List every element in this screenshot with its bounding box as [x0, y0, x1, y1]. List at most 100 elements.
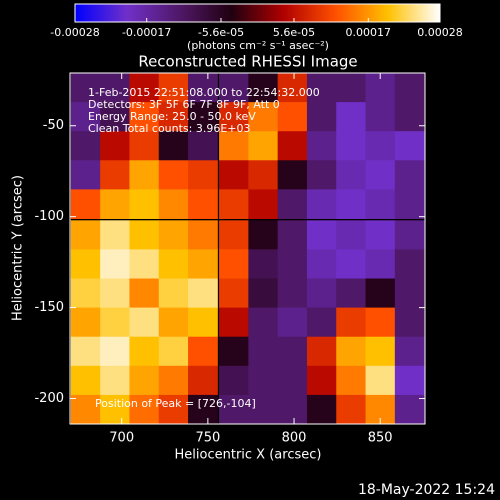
heatmap-cell: [306, 336, 337, 367]
heatmap-cell: [365, 160, 396, 190]
heatmap-cell: [219, 131, 249, 161]
peak-label: Position of Peak = [726,-104]: [95, 397, 256, 410]
colorbar-tick-label: -5.6e-05: [198, 26, 244, 39]
colorbar-label: (photons cm⁻² s⁻¹ asec⁻²): [187, 39, 329, 52]
heatmap-cell: [188, 189, 218, 219]
colorbar: [74, 3, 441, 23]
heatmap-cell: [394, 249, 425, 280]
heatmap-cell: [336, 189, 367, 219]
heatmap-cell: [248, 249, 279, 280]
heatmap-cell: [248, 131, 279, 161]
heatmap-cell: [394, 131, 425, 161]
heatmap-cell: [277, 102, 308, 132]
heatmap-cell: [188, 307, 218, 338]
heatmap-cell: [70, 220, 101, 250]
heatmap-cell: [100, 73, 130, 103]
y-tick-label: -100: [34, 209, 64, 224]
heatmap-cell: [365, 220, 396, 250]
heatmap-cell: [70, 189, 101, 219]
heatmap-cell: [394, 220, 425, 250]
y-axis-label: Heliocentric Y (arcsec): [11, 175, 26, 321]
heatmap-cell: [100, 220, 130, 250]
heatmap-cell: [100, 394, 130, 425]
heatmap-cell: [70, 249, 101, 280]
heatmap-cell: [394, 189, 425, 219]
heatmap-cell: [365, 336, 396, 367]
heatmap-cell: [219, 249, 249, 280]
heatmap-cell: [365, 278, 396, 309]
heatmap-cell: [394, 160, 425, 190]
heatmap-cell: [277, 365, 308, 396]
annotation: Detectors: 3F 5F 6F 7F 8F 9F, Att 0: [88, 98, 280, 111]
heatmap-cell: [394, 336, 425, 367]
heatmap-cell: [129, 365, 160, 396]
heatmap-cell: [306, 249, 337, 280]
heatmap-cell: [394, 102, 425, 132]
heatmap-cell: [158, 336, 189, 367]
heatmap-cell: [306, 189, 337, 219]
heatmap-cell: [248, 307, 279, 338]
x-tick-label: 750: [195, 431, 220, 446]
heatmap-cell: [365, 307, 396, 338]
heatmap-cell: [129, 160, 160, 190]
heatmap-cell: [248, 102, 279, 132]
heatmap-cell: [129, 249, 160, 280]
heatmap-cell: [188, 365, 218, 396]
heatmap-cell: [394, 394, 425, 425]
heatmap-cell: [365, 365, 396, 396]
heatmap-cell: [306, 394, 337, 425]
heatmap-cell: [336, 160, 367, 190]
heatmap-cell: [100, 102, 130, 132]
heatmap-cell: [248, 220, 279, 250]
heatmap-cell: [306, 307, 337, 338]
heatmap-cell: [394, 365, 425, 396]
heatmap-cell: [306, 278, 337, 309]
heatmap-cell: [70, 160, 101, 190]
heatmap-cell: [248, 189, 279, 219]
heatmap-cell: [158, 249, 189, 280]
heatmap-cell: [306, 220, 337, 250]
heatmap-cell: [70, 131, 101, 161]
heatmap-cell: [129, 278, 160, 309]
heatmap-cell: [219, 307, 249, 338]
heatmap-cell: [277, 220, 308, 250]
heatmap-cell: [248, 394, 279, 425]
heatmap-cell: [277, 249, 308, 280]
heatmap-cell: [188, 102, 218, 132]
heatmap-cell: [188, 220, 218, 250]
heatmap-cell: [158, 189, 189, 219]
heatmap-cell: [100, 160, 130, 190]
heatmap-cell: [336, 278, 367, 309]
y-tick-label: -200: [34, 391, 64, 406]
y-tick-label: -50: [43, 118, 64, 133]
heatmap-cell: [248, 160, 279, 190]
colorbar-tick-label: 0.00017: [346, 26, 392, 39]
heatmap-cell: [70, 394, 101, 425]
heatmap-cell: [219, 220, 249, 250]
chart-title: Reconstructed RHESSI Image: [138, 53, 357, 71]
heatmap-cell: [365, 131, 396, 161]
heatmap-cell: [365, 102, 396, 132]
heatmap-cell: [158, 220, 189, 250]
heatmap-cell: [277, 160, 308, 190]
heatmap-cell: [365, 249, 396, 280]
annotation: 1-Feb-2015 22:51:08.000 to 22:54:32.000: [88, 86, 320, 99]
heatmap-cell: [277, 73, 308, 103]
colorbar-tick-label: -0.00017: [122, 26, 171, 39]
heatmap-cell: [306, 160, 337, 190]
heatmap-cell: [70, 278, 101, 309]
heatmap-cell: [394, 278, 425, 309]
x-tick-label: 800: [282, 431, 307, 446]
heatmap-cell: [306, 102, 337, 132]
heatmap-cell: [219, 102, 249, 132]
heatmap-cell: [336, 336, 367, 367]
heatmap-cell: [129, 220, 160, 250]
heatmap-cell: [158, 131, 189, 161]
heatmap-cell: [336, 307, 367, 338]
heatmap-cell: [158, 73, 189, 103]
heatmap-cell: [129, 336, 160, 367]
footer: 18-May-2022 15:24: [358, 482, 495, 498]
heatmap-cell: [70, 102, 101, 132]
heatmap-cell: [336, 131, 367, 161]
heatmap-cell: [219, 394, 249, 425]
